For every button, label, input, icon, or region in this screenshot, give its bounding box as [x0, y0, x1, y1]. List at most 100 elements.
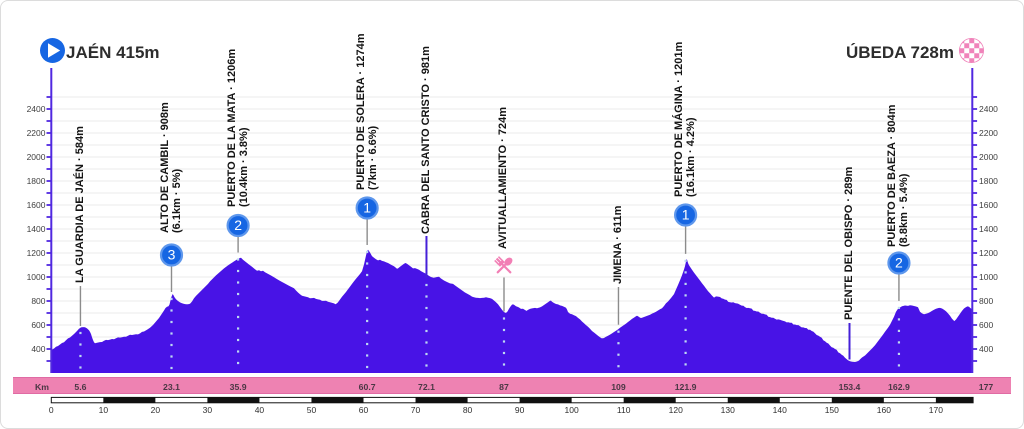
- marker-dot: [897, 318, 901, 321]
- y-axis-label-right: 2200: [979, 127, 998, 138]
- rect-shape: [969, 48, 975, 54]
- marker-dot: [237, 269, 240, 273]
- rect-shape: [974, 53, 980, 59]
- marker-dot: [684, 328, 687, 331]
- marker-dot: [684, 259, 687, 262]
- finish-icon: [959, 38, 985, 64]
- ruler-tick-label: 150: [824, 404, 839, 415]
- y-axis-label-right: 1600: [979, 199, 998, 210]
- category-circle: [355, 196, 379, 220]
- marker-dot: [237, 338, 240, 342]
- marker-dot: [170, 355, 173, 358]
- marker-label-detail: (6.1km · 5%): [170, 168, 183, 233]
- rect-shape: [964, 53, 970, 59]
- rect-shape: [935, 397, 974, 403]
- marker-label: PUERTO DE BAEZA · 804m (8.8km · 5.4%): [886, 105, 910, 247]
- category-number: 1: [682, 207, 690, 223]
- marker-dot: [425, 318, 428, 321]
- km-bar-value: 162.9: [888, 381, 910, 392]
- start-icon: [40, 38, 65, 63]
- y-axis-label-left: 800: [31, 295, 46, 306]
- marker-dot: [170, 332, 173, 335]
- marker-dot: [617, 365, 620, 368]
- km-bar: Km 5.6 23.1 35.9 60.7 72.1 87 109 121.9 153.4 162…: [13, 377, 1011, 394]
- category-number: 2: [895, 255, 903, 271]
- marker-dot: [237, 361, 240, 365]
- marker-dot: [366, 354, 369, 357]
- marker-label-name: PUENTE DEL OBISPO · 289m: [843, 166, 855, 320]
- rect-shape: [979, 48, 984, 54]
- y-axis-label-right: 2000: [979, 151, 998, 162]
- y-axis-label-left: 2400: [26, 103, 46, 114]
- ruler-tick-label: 70: [410, 404, 421, 415]
- marker-dot: [897, 364, 901, 367]
- marker-label-name: ALTO DE CAMBIL · 908m: [158, 102, 171, 233]
- marker-label-name: PUERTO DE BAEZA · 804m: [886, 104, 899, 247]
- rect-shape: [103, 397, 156, 403]
- marker-dot: [502, 340, 506, 343]
- y-axis-label-right: 600: [979, 319, 994, 330]
- ruler-tick-label: 60: [358, 404, 369, 415]
- path-shape: [48, 43, 61, 58]
- category-circle: [226, 213, 250, 238]
- y-axis-label-right: 1800: [979, 175, 998, 186]
- rect-shape: [974, 43, 980, 49]
- marker-dot: [237, 258, 240, 261]
- marker-dot: [79, 331, 82, 335]
- ruler-tick-label: 50: [306, 404, 317, 415]
- rect-shape: [959, 58, 965, 63]
- y-axis-label-right: 800: [979, 295, 994, 306]
- y-axis-label-left: 2200: [26, 127, 46, 138]
- marker-dot: [425, 283, 428, 287]
- marker-label: LA GUARDIA DE JAÉN · 584m: [74, 126, 86, 283]
- marker-dot: [170, 343, 173, 347]
- marker-dot: [897, 306, 901, 309]
- y-axis-label-right: 1400: [979, 223, 998, 234]
- rect-shape: [311, 397, 364, 403]
- km-bar-value: 121.9: [674, 381, 697, 392]
- marker-dot: [897, 352, 901, 355]
- marker-label-detail: (16.1km · 4.2%): [685, 117, 698, 197]
- category-number: 1: [363, 200, 371, 216]
- marker-label-detail: (7km · 6.6%): [366, 125, 379, 190]
- marker-label-name: JIMENA · 611m: [611, 205, 624, 284]
- ruler-tick-label: 100: [564, 404, 579, 415]
- marker-label: PUERTO DE SOLERA · 1274m (7km · 6.6%): [355, 34, 379, 191]
- y-axis-label-left: 1200: [26, 247, 46, 258]
- ruler-tick-label: 170: [928, 404, 943, 415]
- rect-shape: [969, 38, 975, 44]
- marker-dot: [897, 341, 901, 344]
- marker-dot: [502, 363, 506, 366]
- rect-shape: [501, 263, 512, 274]
- marker-dot: [237, 350, 240, 353]
- marker-label: CABRA DEL SANTO CRISTO · 981m: [420, 46, 432, 234]
- marker-dot: [170, 309, 173, 312]
- marker-dot: [237, 315, 240, 319]
- marker-dot: [684, 317, 687, 320]
- y-axis-label-left: 1600: [26, 199, 46, 210]
- rect-shape: [497, 259, 505, 267]
- km-bar-value: 72.1: [417, 381, 435, 392]
- marker-label: AVITUALLAMIENTO · 724m: [497, 107, 509, 249]
- km-bar-value: 109: [611, 381, 626, 392]
- marker-dot: [502, 317, 506, 320]
- marker-dot: [170, 297, 173, 301]
- marker-dot: [366, 331, 369, 334]
- rect-shape: [727, 397, 780, 403]
- rect-shape: [831, 397, 884, 403]
- marker-dot: [502, 351, 506, 355]
- rect-shape: [979, 38, 984, 44]
- km-bar-value: 87: [499, 381, 509, 392]
- rect-shape: [207, 397, 260, 403]
- marker-label-detail: (10.4km · 3.8%): [237, 127, 250, 207]
- marker-label-detail: (8.8km · 5.4%): [898, 173, 911, 247]
- marker-dot: [366, 308, 369, 311]
- start-title: JAÉN 415m: [66, 42, 160, 62]
- km-bar-value: 60.7: [358, 381, 376, 392]
- ellipse-shape: [504, 257, 513, 266]
- marker-dot: [684, 282, 687, 285]
- marker-dot: [684, 363, 687, 366]
- marker-label: PUERTO DE LA MATA · 1206m (10.4km · 3.8%): [226, 49, 250, 207]
- km-bar-unit-label: Km: [35, 381, 49, 392]
- rect-shape: [964, 43, 970, 49]
